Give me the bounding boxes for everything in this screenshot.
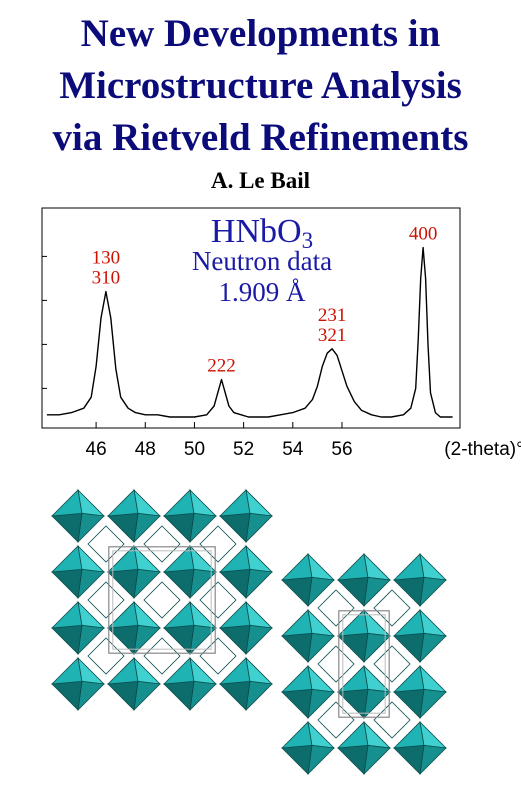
x-tick-label: 54 [282,439,304,460]
pattern-line [46,246,453,418]
peak-label-line: 400 [409,224,438,245]
chart-ticks: 46 48 50 52 54 56 (2-theta)° [86,422,521,460]
framework-right [280,552,448,776]
peak-label-line: 321 [318,325,347,346]
plot-frame [41,207,461,429]
x-tick-label: 52 [233,439,254,460]
x-axis-label: (2-theta)° [444,439,521,460]
page-title: New Developments in Microstructure Analy… [0,8,521,164]
peak-label-line: 222 [207,356,236,377]
chart-axes [41,207,461,429]
peak-label: 222 [207,356,236,377]
peak-label-line: 231 [318,305,347,326]
peak-label: 400 [409,224,438,245]
x-tick-label: 50 [184,439,205,460]
x-tick-label: 46 [86,439,107,460]
chart-series [46,246,453,418]
title-line-3: via Rietveld Refinements [52,116,469,159]
title-line-2: Microstructure Analysis [59,64,462,107]
framework-left [50,488,274,712]
inset-subtitle-line: 1.909 Å [219,277,307,307]
crystal-structure-image [50,488,448,776]
peak-label-line: 310 [92,268,121,289]
author: A. Le Bail [210,168,311,193]
compound-formula: HNbO3 [211,213,313,253]
x-tick-label: 56 [331,439,352,460]
x-tick-label: 48 [135,439,156,460]
peak-label-line: 130 [92,248,121,269]
inset-subtitle-line: Neutron data [192,246,332,276]
title-line-1: New Developments in [80,12,441,55]
